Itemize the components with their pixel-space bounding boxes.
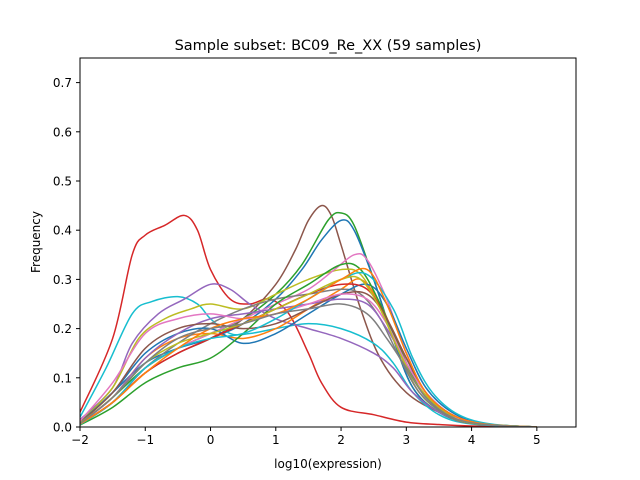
x-axis: −2 −1 0 1 2 3 4 5 bbox=[71, 427, 541, 447]
y-tick-label: 0.4 bbox=[53, 224, 72, 238]
series-line-4 bbox=[80, 219, 537, 427]
x-tick-label: 5 bbox=[533, 433, 541, 447]
x-axis-label: log10(expression) bbox=[274, 457, 382, 471]
series-line-1 bbox=[80, 214, 537, 427]
x-tick-label: 3 bbox=[402, 433, 410, 447]
series-line-19 bbox=[80, 267, 537, 427]
series-lines bbox=[80, 204, 537, 427]
series-line-20 bbox=[80, 303, 537, 427]
x-tick-label: 4 bbox=[468, 433, 476, 447]
series-line-10 bbox=[80, 288, 537, 427]
plot-frame bbox=[79, 57, 577, 428]
series-line-18 bbox=[80, 275, 537, 427]
chart-title: Sample subset: BC09_Re_XX (59 samples) bbox=[175, 38, 482, 54]
x-tick-label: 0 bbox=[207, 433, 215, 447]
y-axis: 0.0 0.1 0.2 0.3 0.4 0.5 0.6 0.7 bbox=[53, 76, 80, 435]
x-tick-label: −1 bbox=[136, 433, 154, 447]
y-tick-label: 0.6 bbox=[53, 125, 72, 139]
x-tick-label: 1 bbox=[272, 433, 280, 447]
y-tick-label: 0.0 bbox=[53, 421, 72, 435]
y-tick-label: 0.3 bbox=[53, 273, 72, 287]
y-axis-label: Frequency bbox=[29, 211, 43, 273]
y-tick-label: 0.1 bbox=[53, 371, 72, 385]
series-line-11 bbox=[80, 283, 537, 427]
y-tick-label: 0.7 bbox=[53, 76, 72, 90]
y-tick-label: 0.2 bbox=[53, 322, 72, 336]
x-tick-label: −2 bbox=[71, 433, 89, 447]
y-tick-label: 0.5 bbox=[53, 175, 72, 189]
x-tick-label: 2 bbox=[337, 433, 345, 447]
